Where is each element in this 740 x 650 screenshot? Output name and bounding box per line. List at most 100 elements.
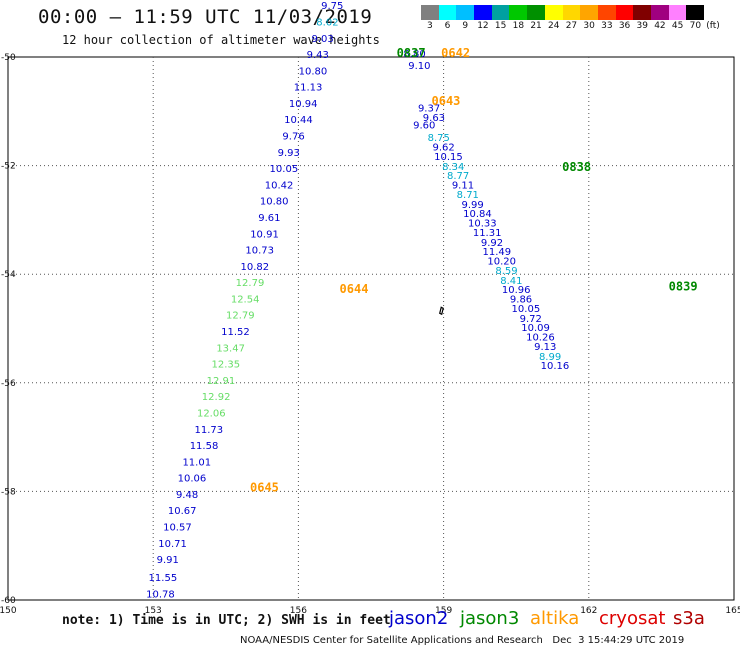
swh-value-label: 8.59 <box>495 266 517 277</box>
legend-unit-label: (ft) <box>706 21 720 31</box>
note-text: note: 1) Time is in UTC; 2) SWH is in fe… <box>62 613 391 628</box>
legend-swatch <box>421 5 439 20</box>
swh-value-label: 9.72 <box>520 314 542 325</box>
page-title: 00:00 – 11:59 UTC 11/03/2019 <box>38 6 373 28</box>
swh-value-label: 10.57 <box>163 522 192 533</box>
lon-tick-label: 165 <box>725 606 740 616</box>
footer-credit: NOAA/NESDIS Center for Satellite Applica… <box>240 635 685 646</box>
swh-value-label: 8.71 <box>457 190 479 201</box>
legend-swatch <box>580 5 598 20</box>
sat-legend-jason3: jason3 <box>460 608 520 629</box>
legend-label: 6 <box>444 21 451 31</box>
sat-legend-altika: altika <box>530 608 580 629</box>
swh-value-label: 12.06 <box>197 408 226 419</box>
legend-label: 18 <box>512 21 525 31</box>
swh-value-label: 9.99 <box>462 200 484 211</box>
swh-value-label: 11.73 <box>195 425 224 436</box>
swh-value-label: 12.92 <box>202 392 231 403</box>
swh-value-label: 9.75 <box>321 1 343 12</box>
swh-value-label: 11.58 <box>190 441 219 452</box>
lon-tick-label: 156 <box>290 606 307 616</box>
swh-value-label: 9.11 <box>452 180 474 191</box>
lon-tick-label: 162 <box>580 606 597 616</box>
legend-label: 15 <box>494 21 507 31</box>
lon-tick-label: 159 <box>435 606 452 616</box>
legend-label: 12 <box>477 21 489 31</box>
legend-label: 21 <box>530 21 542 31</box>
swh-value-label: 10.82 <box>241 262 270 273</box>
legend-swatch <box>668 5 687 20</box>
legend-label: 36 <box>618 21 631 31</box>
legend-label: 42 <box>654 21 666 31</box>
legend-label: 30 <box>583 21 595 31</box>
lat-tick-label: -56 <box>1 379 16 389</box>
lat-tick-label: -52 <box>1 162 16 172</box>
swh-value-label: 10.94 <box>289 99 318 110</box>
legend-label: 3 <box>426 21 433 31</box>
legend-swatch <box>597 5 616 20</box>
swh-value-label: 9.60 <box>413 121 435 132</box>
swh-value-label: 10.15 <box>434 152 463 163</box>
swh-value-label: 10.16 <box>541 361 570 372</box>
swh-value-label: 11.49 <box>483 247 512 258</box>
swh-value-label: 8.99 <box>539 352 561 363</box>
swh-value-label: 11.01 <box>182 457 211 468</box>
pass-time-label: 0643 <box>432 94 461 108</box>
lon-tick-label: 150 <box>0 606 17 616</box>
legend-swatch <box>527 5 545 20</box>
swh-value-label: 11.52 <box>221 327 250 338</box>
swh-value-label: 8.75 <box>428 133 450 144</box>
swh-value-label: 13.47 <box>216 343 245 354</box>
pass-time-label: 0642 <box>441 46 470 60</box>
swh-value-label: 9.62 <box>432 142 454 153</box>
island-marker <box>439 306 444 316</box>
legend-swatch <box>633 5 651 20</box>
legend-swatch <box>509 5 528 20</box>
legend-label: 9 <box>462 21 469 31</box>
pass-time-label: 0837 <box>397 46 426 60</box>
swh-value-label: 10.09 <box>521 323 550 334</box>
swh-value-label: 8.34 <box>442 162 464 173</box>
swh-value-label: 9.76 <box>282 132 304 143</box>
swh-value-label: 12.91 <box>207 376 236 387</box>
swh-value-label: 10.91 <box>250 229 279 240</box>
swh-value-label: 10.44 <box>284 115 313 126</box>
swh-value-label: 10.73 <box>245 246 274 257</box>
swh-value-label: 9.91 <box>157 555 179 566</box>
sat-legend-cryosat: cryosat <box>599 608 666 629</box>
swh-value-label: 10.33 <box>468 218 497 229</box>
sat-legend-s3a: s3a <box>673 608 705 629</box>
legend-swatch <box>615 5 634 20</box>
swh-value-label: 10.84 <box>463 209 492 220</box>
pass-time-label: 0839 <box>669 279 698 293</box>
swh-value-label: 10.05 <box>512 304 541 315</box>
legend-swatch <box>456 5 475 20</box>
swh-value-label: 9.86 <box>510 294 532 305</box>
swh-value-label: 12.35 <box>211 360 240 371</box>
swh-value-label: 9.61 <box>258 213 280 224</box>
legend-swatch <box>686 5 704 20</box>
pass-time-label: 0645 <box>250 480 279 494</box>
lat-tick-label: -58 <box>1 487 16 497</box>
swh-value-label: 10.26 <box>526 332 555 343</box>
color-scale-legend <box>421 5 704 20</box>
swh-value-label: 9.63 <box>423 113 445 124</box>
lon-tick-label: 153 <box>145 606 162 616</box>
swh-value-label: 10.06 <box>178 474 207 485</box>
legend-label: 70 <box>689 21 702 31</box>
swh-value-label: 10.71 <box>158 539 187 550</box>
legend-swatch <box>562 5 581 20</box>
swh-value-label: 8.80 <box>403 49 425 60</box>
swh-value-label: 10.80 <box>260 197 289 208</box>
swh-value-label: 8.77 <box>447 171 469 182</box>
legend-label: 33 <box>601 21 613 31</box>
swh-value-label: 9.37 <box>418 103 440 114</box>
swh-value-label: 12.79 <box>236 278 265 289</box>
swh-value-label: 8.41 <box>500 276 522 287</box>
lat-tick-label: -50 <box>1 53 16 63</box>
lat-tick-label: -54 <box>1 270 16 280</box>
legend-label: 39 <box>636 21 648 31</box>
swh-value-label: 9.13 <box>534 342 556 353</box>
lat-tick-label: -60 <box>1 596 16 606</box>
